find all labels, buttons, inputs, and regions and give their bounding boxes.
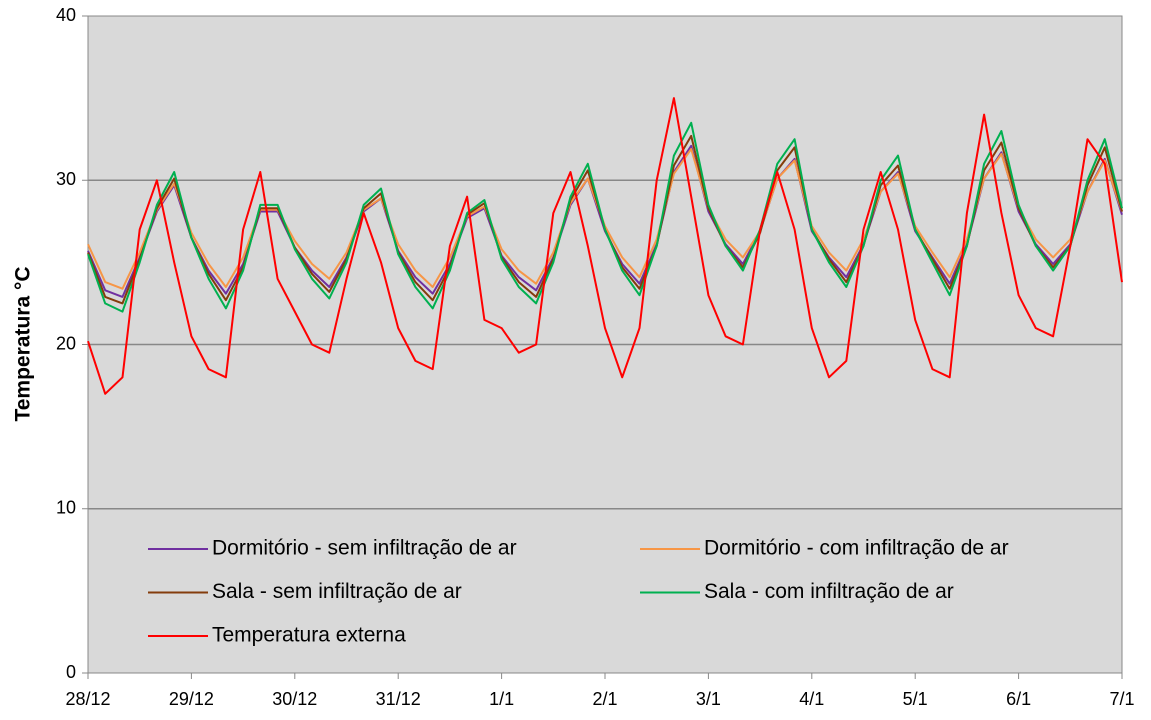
y-tick-label: 30	[56, 169, 76, 189]
legend-label: Dormitório - sem infiltração de ar	[212, 537, 517, 560]
y-tick-label: 20	[56, 333, 76, 353]
x-tick-label: 31/12	[376, 689, 421, 709]
legend-label: Temperatura externa	[212, 624, 406, 647]
y-tick-label: 40	[56, 5, 76, 25]
x-tick-label: 2/1	[592, 689, 617, 709]
series-line	[87, 97, 1123, 395]
y-tick-label: 10	[56, 498, 76, 518]
x-tick-label: 7/1	[1109, 689, 1134, 709]
x-tick-label: 29/12	[169, 689, 214, 709]
legend-label: Sala - sem infiltração de ar	[212, 580, 462, 603]
x-tick-label: 4/1	[799, 689, 824, 709]
legend-label: Dormitório - com infiltração de ar	[704, 537, 1009, 560]
x-tick-label: 5/1	[903, 689, 928, 709]
x-tick-label: 30/12	[272, 689, 317, 709]
x-tick-label: 28/12	[65, 689, 110, 709]
legend-label: Sala - com infiltração de ar	[704, 580, 954, 603]
x-tick-label: 1/1	[489, 689, 514, 709]
series-line	[87, 121, 1123, 313]
x-tick-label: 3/1	[696, 689, 721, 709]
x-tick-label: 6/1	[1006, 689, 1031, 709]
y-tick-label: 0	[66, 662, 76, 682]
y-axis-label: Temperatura °C	[12, 266, 35, 421]
